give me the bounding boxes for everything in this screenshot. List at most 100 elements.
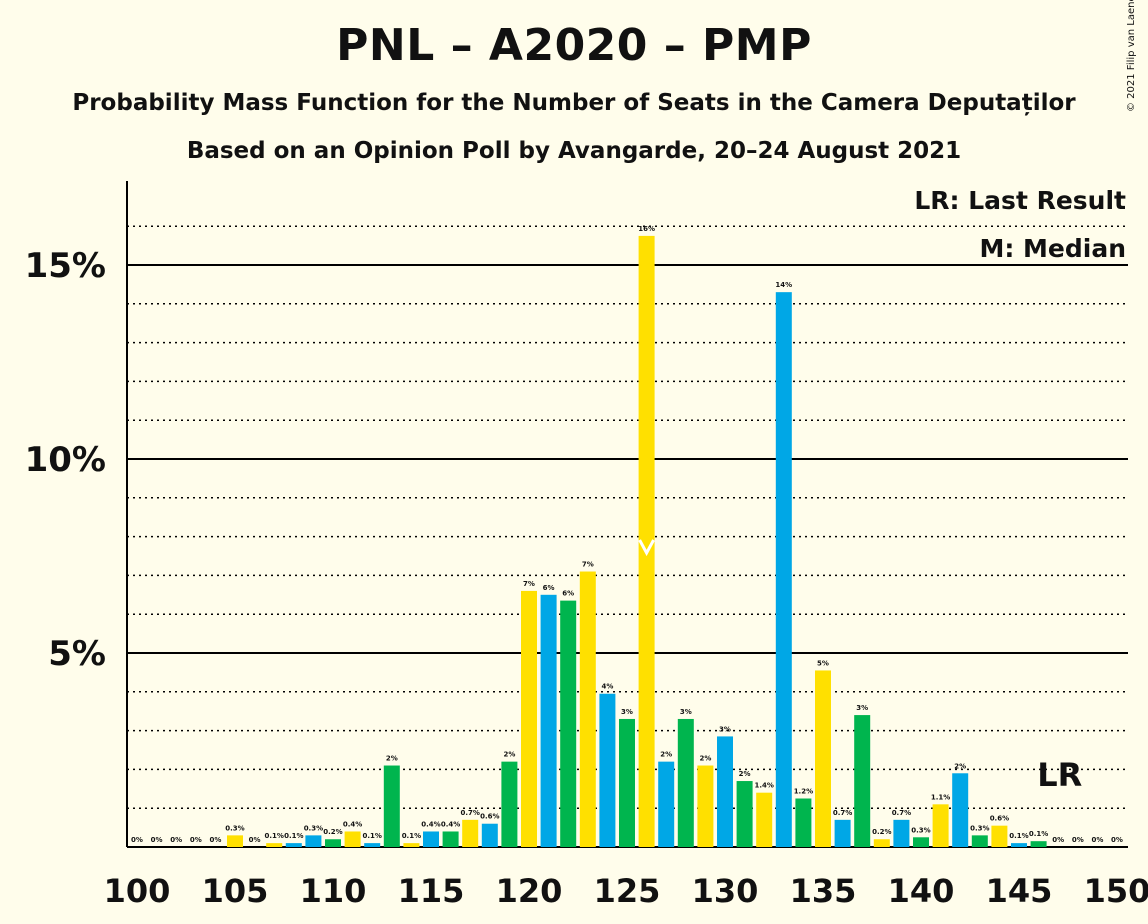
median-marker (638, 539, 655, 557)
bar-seat-112 (364, 843, 381, 847)
bar-seat-110 (325, 839, 341, 847)
bar-seat-145 (1011, 843, 1027, 847)
bar-label-seat-109: 0.3% (304, 824, 323, 832)
bar-seat-116 (442, 831, 459, 847)
bar-seat-138 (873, 839, 890, 847)
bar-label-seat-139: 0.7% (892, 809, 911, 817)
x-tick-label: 120 (496, 872, 563, 910)
bar-label-seat-135: 5% (817, 659, 829, 667)
bar-seat-111 (344, 831, 361, 847)
bar-seat-142 (952, 773, 969, 847)
bar-label-seat-133: 14% (775, 281, 792, 289)
bar-seat-108 (285, 843, 302, 847)
bar-label-seat-147: 0% (1052, 836, 1064, 844)
last-result-label: LR (1037, 756, 1082, 794)
bar-seat-126 (638, 235, 655, 847)
x-tick-label: 100 (104, 872, 171, 910)
bar-label-seat-145: 0.1% (1009, 832, 1028, 840)
bar-label-seat-100: 0% (131, 836, 143, 844)
bar-label-seat-105: 0.3% (225, 824, 244, 832)
bar-seat-120 (521, 590, 537, 847)
bar-label-seat-125: 3% (621, 708, 633, 716)
bar-seat-127 (658, 761, 675, 847)
bar-label-seat-113: 2% (386, 755, 398, 763)
bar-label-seat-123: 7% (582, 561, 594, 569)
bar-seat-114 (403, 843, 420, 847)
bar-label-seat-140: 0.3% (911, 826, 930, 834)
bar-seat-129 (697, 765, 714, 847)
bar-label-seat-126: 16% (638, 225, 655, 233)
bar-label-seat-104: 0% (209, 836, 221, 844)
bar-seat-109 (305, 835, 322, 847)
bar-label-seat-118: 0.6% (480, 813, 499, 821)
bar-seat-141 (932, 804, 949, 847)
x-tick-label: 140 (888, 872, 955, 910)
bar-seat-143 (971, 835, 988, 847)
y-tick-label: 5% (48, 634, 106, 674)
bar-seat-131 (736, 781, 753, 847)
x-tick-label: 145 (986, 872, 1053, 910)
bar-seat-130 (717, 736, 733, 847)
bar-label-seat-121: 6% (543, 584, 555, 592)
bar-label-seat-120: 7% (523, 580, 535, 588)
legend-last-result: LR: Last Result (914, 186, 1126, 215)
bar-label-seat-110: 0.2% (323, 828, 342, 836)
bar-seat-122 (560, 600, 577, 847)
legend-median: M: Median (979, 234, 1126, 263)
bar-seat-132 (756, 792, 773, 847)
bar-label-seat-138: 0.2% (872, 828, 891, 836)
bar-label-seat-150: 0% (1111, 836, 1123, 844)
bar-seat-119 (501, 761, 518, 847)
chart-subtitle-2: Based on an Opinion Poll by Avangarde, 2… (186, 138, 962, 164)
bar-seat-135 (815, 670, 831, 847)
x-tick-label: 135 (790, 872, 857, 910)
bar-label-seat-111: 0.4% (343, 820, 362, 828)
bar-label-seat-130: 3% (719, 725, 731, 733)
bar-label-seat-116: 0.4% (441, 820, 460, 828)
bar-label-seat-141: 1.1% (931, 793, 950, 801)
bar-seat-123 (579, 571, 596, 847)
bar-label-seat-101: 0% (151, 836, 163, 844)
bar-label-seat-102: 0% (170, 836, 182, 844)
bar-seat-107 (266, 843, 283, 847)
bar-seat-128 (677, 718, 694, 847)
y-tick-label: 10% (25, 440, 106, 480)
bar-label-seat-142: 2% (954, 762, 966, 770)
bar-seat-115 (423, 831, 439, 847)
bar-seat-146 (1030, 841, 1047, 847)
bar-seat-137 (854, 715, 871, 847)
bar-label-seat-108: 0.1% (284, 832, 303, 840)
bar-seat-134 (795, 798, 812, 847)
bar-label-seat-131: 2% (739, 770, 751, 778)
bar-seat-144 (991, 825, 1008, 847)
x-tick-label: 150 (1084, 872, 1148, 910)
bar-seat-118 (481, 823, 498, 847)
bar-label-seat-124: 4% (601, 683, 613, 691)
bar-label-seat-122: 6% (562, 590, 574, 598)
chart-subtitle-1: Probability Mass Function for the Number… (72, 90, 1076, 116)
bar-label-seat-103: 0% (190, 836, 202, 844)
bar-label-seat-137: 3% (856, 704, 868, 712)
bar-label-seat-128: 3% (680, 708, 692, 716)
bar-seat-136 (834, 819, 851, 847)
bar-label-seat-129: 2% (699, 755, 711, 763)
bar-label-seat-143: 0.3% (970, 824, 989, 832)
bar-label-seat-148: 0% (1072, 836, 1084, 844)
bar-seat-124 (599, 693, 616, 847)
bar-label-seat-119: 2% (503, 751, 515, 759)
x-tick-label: 115 (398, 872, 465, 910)
bar-label-seat-144: 0.6% (990, 815, 1009, 823)
bar-label-seat-132: 1.4% (754, 782, 773, 790)
bar-label-seat-117: 0.7% (460, 809, 479, 817)
bar-seat-133 (775, 292, 792, 847)
bar-seat-121 (540, 594, 557, 847)
bar-seat-139 (893, 819, 910, 847)
bar-label-seat-115: 0.4% (421, 820, 440, 828)
bar-label-seat-149: 0% (1091, 836, 1103, 844)
x-tick-label: 110 (300, 872, 367, 910)
bar-label-seat-127: 2% (660, 751, 672, 759)
bar-label-seat-112: 0.1% (362, 832, 381, 840)
y-tick-label: 15% (25, 246, 106, 286)
x-tick-label: 105 (202, 872, 269, 910)
